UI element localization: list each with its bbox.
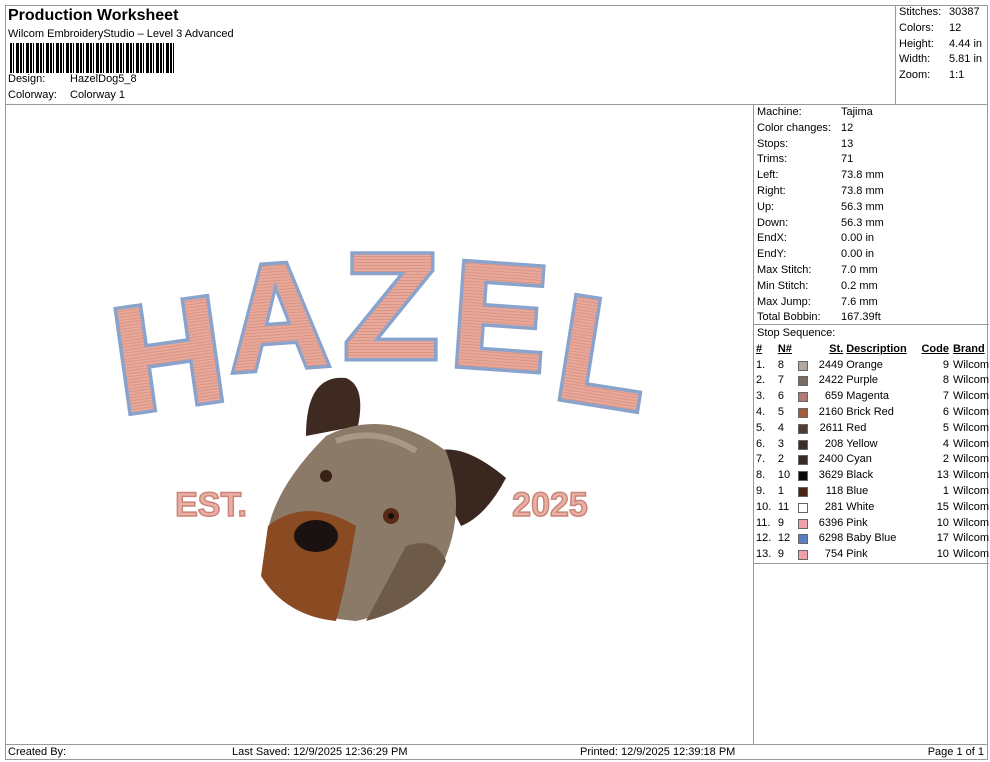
- info-row: Color changes: 12: [757, 121, 854, 134]
- printed-date: Printed: 12/9/2025 12:39:18 PM: [580, 746, 736, 758]
- letter-a: A: [222, 229, 333, 404]
- info-row: Stops: 13: [757, 137, 854, 150]
- info-row: Right: 73.8 mm: [757, 184, 884, 197]
- color-swatch: [797, 455, 808, 466]
- colorway-row: Colorway: Colorway 1: [8, 89, 126, 101]
- page-title: Production Worksheet: [8, 7, 179, 24]
- letter-z: Z: [344, 222, 439, 390]
- table-row: 9. 1 118 Blue 1 Wilcom: [756, 485, 989, 498]
- info-row: Max Stitch: 7.0 mm: [757, 263, 878, 276]
- color-swatch: [797, 439, 808, 450]
- worksheet-frame: [5, 5, 988, 760]
- color-swatch: [797, 487, 808, 498]
- info-panel: Machine: Tajima Color changes: 12 Stops: 13 Tr…: [753, 105, 989, 745]
- info-row: Down: 56.3 mm: [757, 216, 884, 229]
- table-row: 4. 5 2160 Brick Red 6 Wilcom: [756, 406, 989, 419]
- barcode: [10, 43, 175, 73]
- letter-l: L: [547, 263, 662, 443]
- table-row: 7. 2 2400 Cyan 2 Wilcom: [756, 453, 989, 466]
- year-text: 2025: [512, 486, 588, 524]
- table-row: 10. 11 281 White 15 Wilcom: [756, 500, 989, 513]
- table-row: 1. 8 2449 Orange 9 Wilcom: [756, 358, 989, 371]
- info-row: Up: 56.3 mm: [757, 200, 884, 213]
- created-by: Created By:: [8, 746, 67, 758]
- stat-row: Colors: 12: [899, 21, 962, 34]
- color-swatch: [797, 376, 808, 387]
- info-row: Min Stitch: 0.2 mm: [757, 279, 878, 292]
- color-swatch: [797, 423, 808, 434]
- dog-head-embroidery: [261, 377, 506, 621]
- footer: Created By: Last Saved: 12/9/2025 12:36:…: [5, 744, 988, 760]
- table-row: 13. 9 754 Pink 10 Wilcom: [756, 548, 989, 561]
- last-saved: Last Saved: 12/9/2025 12:36:29 PM: [232, 746, 408, 758]
- info-row: EndX: 0.00 in: [757, 232, 875, 245]
- color-swatch: [797, 502, 808, 513]
- hazel-lettering: H A Z E L: [99, 219, 665, 449]
- stat-row: Height: 4.44 in: [899, 37, 983, 50]
- page-number: Page 1 of 1: [927, 746, 984, 758]
- table-row: 5. 4 2611 Red 5 Wilcom: [756, 421, 989, 434]
- letter-e: E: [446, 229, 552, 403]
- table-row: 2. 7 2422 Purple 8 Wilcom: [756, 374, 989, 387]
- stop-sequence: Stop Sequence: # N# St. Description Code…: [754, 324, 989, 564]
- info-row: Machine: Tajima: [757, 106, 873, 118]
- color-swatch: [797, 550, 808, 561]
- stat-row: Stitches: 30387: [899, 6, 980, 18]
- info-row: Max Jump: 7.6 mm: [757, 295, 878, 308]
- table-row: 12. 12 6298 Baby Blue 17 Wilcom: [756, 532, 989, 545]
- stat-row: Width: 5.81 in: [899, 53, 983, 66]
- design-name: HazelDog5_8: [70, 73, 137, 85]
- table-row: 6. 3 208 Yellow 4 Wilcom: [756, 437, 989, 450]
- color-swatch: [797, 392, 808, 403]
- table-row: 8. 10 3629 Black 13 Wilcom: [756, 469, 989, 482]
- colorway-name: Colorway 1: [70, 89, 126, 101]
- color-swatch: [797, 360, 808, 371]
- design-row: Design: HazelDog5_8: [8, 73, 137, 85]
- stop-sequence-table: # N# St. Description Code Brand 1. 8 2449 O…: [756, 341, 989, 562]
- stats-box: Stitches: 30387 Colors: 12 Height: 4.44 in Wid…: [895, 5, 988, 105]
- header: Production Worksheet Wilcom EmbroiderySt…: [5, 5, 988, 105]
- color-swatch: [797, 534, 808, 545]
- design-preview: H A Z E L EST. 2025: [6, 106, 752, 743]
- subtitle: Wilcom EmbroideryStudio – Level 3 Advanc…: [8, 28, 234, 40]
- info-row: Trims: 71: [757, 153, 854, 166]
- stop-sequence-title: Stop Sequence:: [757, 327, 836, 339]
- table-header: # N# St. Description Code Brand: [756, 342, 985, 355]
- table-row: 3. 6 659 Magenta 7 Wilcom: [756, 390, 989, 403]
- stat-row: Zoom: 1:1: [899, 69, 965, 82]
- info-row: Total Bobbin: 167.39ft: [757, 311, 881, 324]
- table-row: 11. 9 6396 Pink 10 Wilcom: [756, 516, 989, 529]
- est-text: EST.: [175, 486, 247, 524]
- info-row: EndY: 0.00 in: [757, 248, 875, 261]
- color-swatch: [797, 471, 808, 482]
- color-swatch: [797, 518, 808, 529]
- color-swatch: [797, 408, 808, 419]
- info-row: Left: 73.8 mm: [757, 169, 884, 182]
- letter-h: H: [103, 264, 235, 446]
